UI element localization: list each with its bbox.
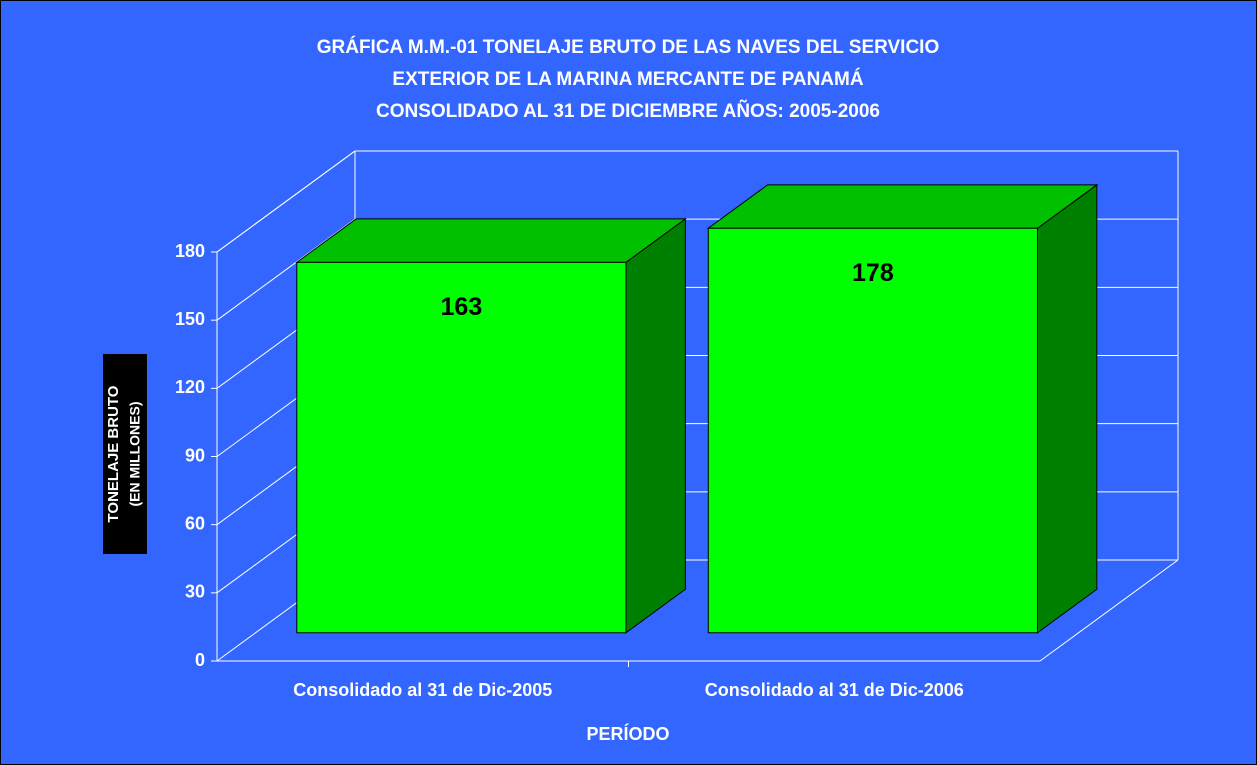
- x-tick-label: Consolidado al 31 de Dic-2006: [705, 680, 964, 700]
- floor-edge: [1039, 559, 1179, 662]
- bar: [296, 261, 627, 634]
- value-label: 178: [852, 259, 894, 287]
- y-tick-label: 60: [185, 513, 205, 533]
- chart-title: CONSOLIDADO AL 31 DE DICIEMBRE AÑOS: 200…: [376, 100, 880, 122]
- y-tick-label: 180: [175, 241, 205, 261]
- bar-top: [706, 184, 1099, 229]
- y-tick-label: 0: [195, 650, 205, 670]
- y-tick-label: 150: [175, 309, 205, 329]
- y-tick-label: 90: [185, 445, 205, 465]
- chart-title: EXTERIOR DE LA MARINA MERCANTE DE PANAMÁ: [392, 68, 863, 90]
- bar: [707, 227, 1038, 634]
- x-axis-label: PERÍODO: [586, 723, 669, 744]
- bar-side: [1036, 183, 1098, 634]
- bar-top: [295, 218, 687, 263]
- bar-side: [625, 217, 686, 634]
- y-axis-label: (EN MILLONES): [127, 402, 143, 507]
- y-tick-label: 30: [185, 582, 205, 602]
- value-label: 163: [441, 293, 483, 321]
- x-tick-label: Consolidado al 31 de Dic-2005: [293, 680, 552, 700]
- y-axis-label: TONELAJE BRUTO: [105, 385, 122, 522]
- grid-line: [216, 150, 1178, 253]
- y-tick-label: 120: [175, 377, 205, 397]
- y-label-background: [103, 354, 147, 554]
- chart-title: GRÁFICA M.M.-01 TONELAJE BRUTO DE LAS NA…: [317, 36, 940, 58]
